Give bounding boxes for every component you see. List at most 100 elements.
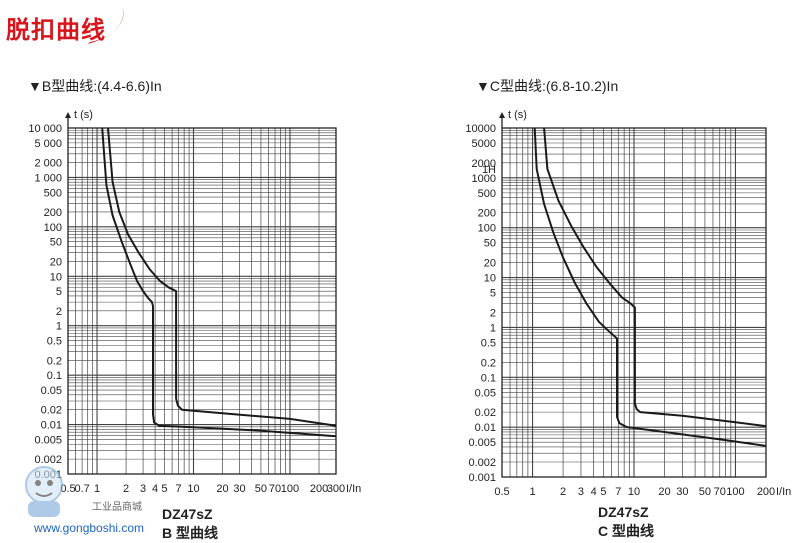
y-tick-label: 1 <box>490 322 496 334</box>
x-grid <box>501 128 767 477</box>
x-grid <box>67 128 337 474</box>
curve-label-b: B 型曲线 <box>162 525 218 541</box>
y-tick-label: 0.1 <box>47 370 62 382</box>
x-tick-label: 5 <box>600 486 606 498</box>
y-tick-label: 10000 <box>465 123 496 135</box>
x-tick-label: 200 <box>310 483 328 495</box>
x-tick-label: 1 <box>529 486 535 498</box>
y-tick-label: 500 <box>44 187 62 199</box>
x-axis-label: I/In <box>776 486 791 498</box>
y-tick-label: 1 <box>56 321 62 333</box>
y-tick-label: 20 <box>50 256 62 268</box>
x-tick-label: 30 <box>676 486 688 498</box>
x-tick-label: 10 <box>187 483 199 495</box>
y-grid <box>68 127 336 475</box>
y-tick-label: 5 000 <box>34 138 62 150</box>
x-tick-label: 30 <box>233 483 245 495</box>
y-tick-label: 200 <box>478 208 496 220</box>
y-tick-label: 0.5 <box>481 337 496 349</box>
x-tick-label: 2 <box>560 486 566 498</box>
x-tick-label: 50 <box>255 483 267 495</box>
chart-c-curve: 0.001 0.002 0.005 0.01 0.02 0.05 0.1 0.2 0.5 1 2 5 1… <box>465 109 791 498</box>
y-tick-label: 500 <box>478 188 496 200</box>
x-tick-label: 100 <box>281 483 299 495</box>
y-tick-label: 0.2 <box>47 355 62 367</box>
y-tick-label: 0.001 <box>468 472 496 484</box>
y-tick-label: 0.1 <box>481 372 496 384</box>
y-axis-arrowhead <box>65 112 71 118</box>
x-axis-label: I/In <box>346 483 361 495</box>
x-tick-label: 0.7 <box>74 483 89 495</box>
y-tick-label: 0.005 <box>34 434 62 446</box>
y-tick-label: 20 <box>484 258 496 270</box>
x-tick-label: 50 <box>699 486 711 498</box>
y-tick-label: 10 <box>484 273 496 285</box>
x-tick-label: 0.5 <box>60 483 75 495</box>
trip-curve-line <box>543 127 767 428</box>
x-tick-label: 2 <box>123 483 129 495</box>
x-tick-label: 70 <box>714 486 726 498</box>
y-tick-label: 2 <box>56 306 62 318</box>
y-tick-label: 0.02 <box>475 407 496 419</box>
x-tick-label: 3 <box>578 486 584 498</box>
y-tick-label: 10 000 <box>28 123 62 135</box>
y-tick-label: 50 <box>484 238 496 250</box>
x-tick-label: 0.5 <box>494 486 509 498</box>
y-tick-label: 5 <box>56 286 62 298</box>
x-tick-label: 4 <box>591 486 597 498</box>
x-tick-label: 7 <box>615 486 621 498</box>
y-tick-label: 0.01 <box>41 420 62 432</box>
y-tick-label: 1000 <box>472 173 496 185</box>
model-label-c: DZ47sZ <box>598 504 649 520</box>
model-label-b: DZ47sZ <box>162 506 213 522</box>
y-tick-label: 2000 <box>472 158 496 170</box>
y-tick-label: 1H <box>482 164 496 176</box>
y-tick-label: 0.2 <box>481 357 496 369</box>
y-tick-label: 0.002 <box>468 457 496 469</box>
y-tick-label: 50 <box>50 237 62 249</box>
page-title: 脱扣曲线 <box>6 16 106 44</box>
watermark-cn: 工业品商城 <box>92 502 142 513</box>
y-axis-label: t (s) <box>74 109 93 121</box>
chart-b-curve: 0.0010.0020.0050.010.020.050.10.20.51251… <box>28 109 361 495</box>
x-tick-label: 200 <box>757 486 775 498</box>
y-tick-label: 100 <box>478 223 496 235</box>
trip-curve-line <box>101 127 337 438</box>
y-tick-label: 0.005 <box>468 437 496 449</box>
mascot-logo-icon <box>25 466 63 517</box>
x-tick-label: 70 <box>269 483 281 495</box>
chart-title-b: ▼B型曲线:(4.4-6.6)In <box>28 78 162 94</box>
trip-curve-line <box>107 127 337 427</box>
x-tick-label: 20 <box>658 486 670 498</box>
trip-curve-line <box>533 127 767 447</box>
x-tick-label: 4 <box>152 483 158 495</box>
y-tick-label: 2 <box>490 307 496 319</box>
x-tick-label: 1 <box>94 483 100 495</box>
chart-title-c: ▼C型曲线:(6.8-10.2)In <box>476 78 619 94</box>
y-tick-label: 0.05 <box>41 385 62 397</box>
y-tick-label: 10 <box>50 271 62 283</box>
y-tick-label: 0.5 <box>47 336 62 348</box>
x-tick-label: 7 <box>176 483 182 495</box>
x-tick-label: 20 <box>216 483 228 495</box>
y-tick-label: 0.002 <box>34 454 62 466</box>
x-tick-label: 3 <box>140 483 146 495</box>
y-tick-label: 5000 <box>472 138 496 150</box>
y-axis-arrowhead <box>499 112 505 118</box>
watermark-url: www.gongboshi.com <box>34 521 145 535</box>
y-axis-label: t (s) <box>508 109 527 121</box>
x-tick-label: 100 <box>726 486 744 498</box>
x-tick-label: 5 <box>161 483 167 495</box>
x-tick-label: 300 <box>327 483 345 495</box>
y-tick-label: 100 <box>44 222 62 234</box>
plot-frame <box>501 127 767 478</box>
x-tick-label: 10 <box>628 486 640 498</box>
plot-frame <box>67 127 337 475</box>
curve-label-c: C 型曲线 <box>598 523 654 539</box>
y-tick-label: 0.05 <box>475 387 496 399</box>
y-tick-label: 1 000 <box>34 172 62 184</box>
y-tick-label: 5 <box>490 288 496 300</box>
y-tick-label: 2 000 <box>34 158 62 170</box>
y-tick-label: 0.01 <box>475 422 496 434</box>
